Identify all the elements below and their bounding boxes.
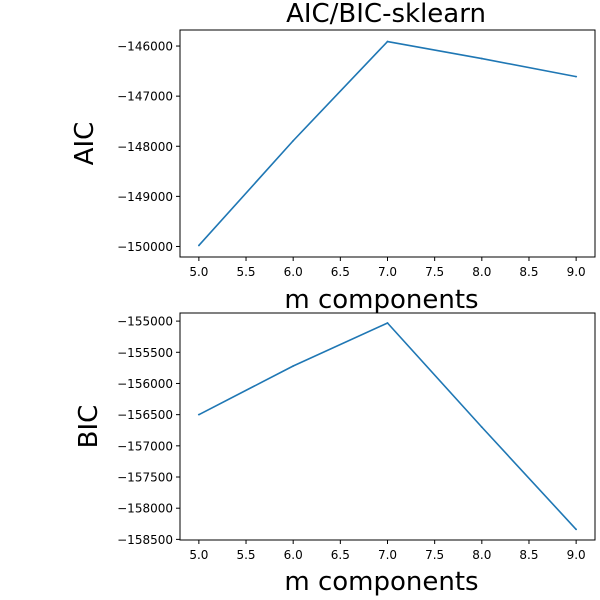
bic-data-point bbox=[197, 413, 200, 416]
figure-title: AIC/BIC-sklearn bbox=[286, 0, 486, 29]
bic-axes-frame bbox=[179, 312, 596, 541]
bic-data-point bbox=[575, 528, 578, 531]
bic-x-tick-label: 5.0 bbox=[189, 548, 208, 562]
bic-x-tick-label: 8.5 bbox=[519, 548, 538, 562]
bic-x-tick-label: 8.0 bbox=[472, 548, 491, 562]
aic-axes-frame bbox=[179, 29, 596, 258]
aic-subplot: 5.0 5.5 6.0 6.5 7.0 7.5 8.0 8.5 9.0 −150000 −14900… bbox=[70, 29, 596, 315]
bic-data-point bbox=[480, 426, 483, 429]
bic-x-tick-label: 9.0 bbox=[567, 548, 586, 562]
bic-y-tick-label: −157000 bbox=[117, 439, 173, 453]
aic-x-tick-label: 8.5 bbox=[519, 265, 538, 279]
aic-data-point bbox=[197, 244, 200, 247]
aic-y-tick-label: −150000 bbox=[117, 240, 173, 254]
aic-x-tick-label: 5.0 bbox=[189, 265, 208, 279]
bic-x-tick-label: 6.5 bbox=[331, 548, 350, 562]
aic-data-point bbox=[386, 40, 389, 43]
bic-y-tick-label: −156500 bbox=[117, 408, 173, 422]
bic-x-tick-label: 7.0 bbox=[378, 548, 397, 562]
bic-x-tick-label: 5.5 bbox=[236, 548, 255, 562]
bic-y-axis-label: BIC bbox=[74, 405, 104, 449]
aic-data-point bbox=[575, 75, 578, 78]
bic-x-tick-label: 7.5 bbox=[425, 548, 444, 562]
bic-x-tick-label: 6.0 bbox=[284, 548, 303, 562]
bic-subplot: 5.0 5.5 6.0 6.5 7.0 7.5 8.0 8.5 9.0 −158500 −15800… bbox=[74, 312, 596, 597]
bic-y-tick-label: −155500 bbox=[117, 346, 173, 360]
bic-series-line bbox=[198, 322, 577, 530]
bic-y-tick-label: −158000 bbox=[117, 502, 173, 516]
aic-y-tick-label: −149000 bbox=[117, 190, 173, 204]
bic-data-point bbox=[292, 365, 295, 367]
aic-series-line bbox=[198, 40, 577, 247]
aic-data-point bbox=[292, 139, 295, 142]
bic-y-tick-label: −155000 bbox=[117, 315, 173, 329]
aic-y-tick-label: −147000 bbox=[117, 90, 173, 104]
aic-x-tick-label: 8.0 bbox=[472, 265, 491, 279]
aic-x-tick-label: 5.5 bbox=[236, 265, 255, 279]
aic-x-tick-label: 6.0 bbox=[284, 265, 303, 279]
aic-x-tick-label: 7.5 bbox=[425, 265, 444, 279]
aic-x-axis-label: m components bbox=[284, 285, 478, 315]
aic-y-tick-label: −148000 bbox=[117, 140, 173, 154]
aic-x-tick-label: 7.0 bbox=[378, 265, 397, 279]
aic-data-point bbox=[480, 57, 483, 60]
aic-y-tick-label: −146000 bbox=[117, 40, 173, 54]
aic-y-axis-label: AIC bbox=[70, 122, 100, 166]
bic-y-tick-label: −157500 bbox=[117, 471, 173, 485]
aic-x-tick-label: 9.0 bbox=[567, 265, 586, 279]
bic-y-tick-label: −158500 bbox=[117, 533, 173, 547]
bic-x-axis-label: m components bbox=[284, 567, 478, 597]
bic-data-point bbox=[386, 322, 389, 324]
aic-x-tick-label: 6.5 bbox=[331, 265, 350, 279]
bic-y-tick-label: −156000 bbox=[117, 377, 173, 391]
